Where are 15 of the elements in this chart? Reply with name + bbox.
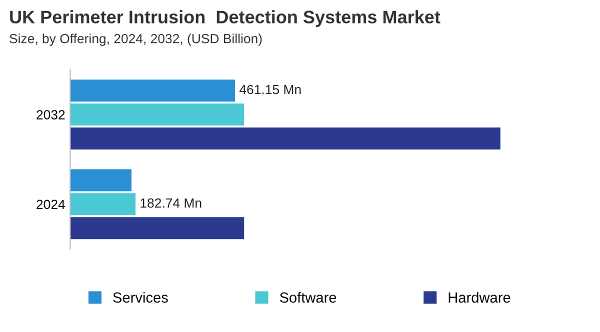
y-tick-label: 2032 xyxy=(36,110,65,120)
bar xyxy=(70,80,236,102)
bar xyxy=(70,217,244,240)
bar xyxy=(70,169,132,192)
legend-label: Software xyxy=(280,292,336,303)
chart-subtitle: Size, by Offering, 2024, 2032, (USD Billion) xyxy=(10,34,262,46)
bar xyxy=(70,104,244,126)
legend-label: Services xyxy=(113,292,168,303)
chart-title: UK Perimeter Intrusion Detection Systems Market xyxy=(10,10,440,27)
data-label: 461.15 Mn xyxy=(240,84,301,94)
y-tick-label: 2024 xyxy=(36,200,65,210)
legend-label: Hardware xyxy=(448,292,510,303)
bar xyxy=(70,193,136,216)
data-label: 182.74 Mn xyxy=(140,198,202,208)
bar xyxy=(70,127,500,150)
